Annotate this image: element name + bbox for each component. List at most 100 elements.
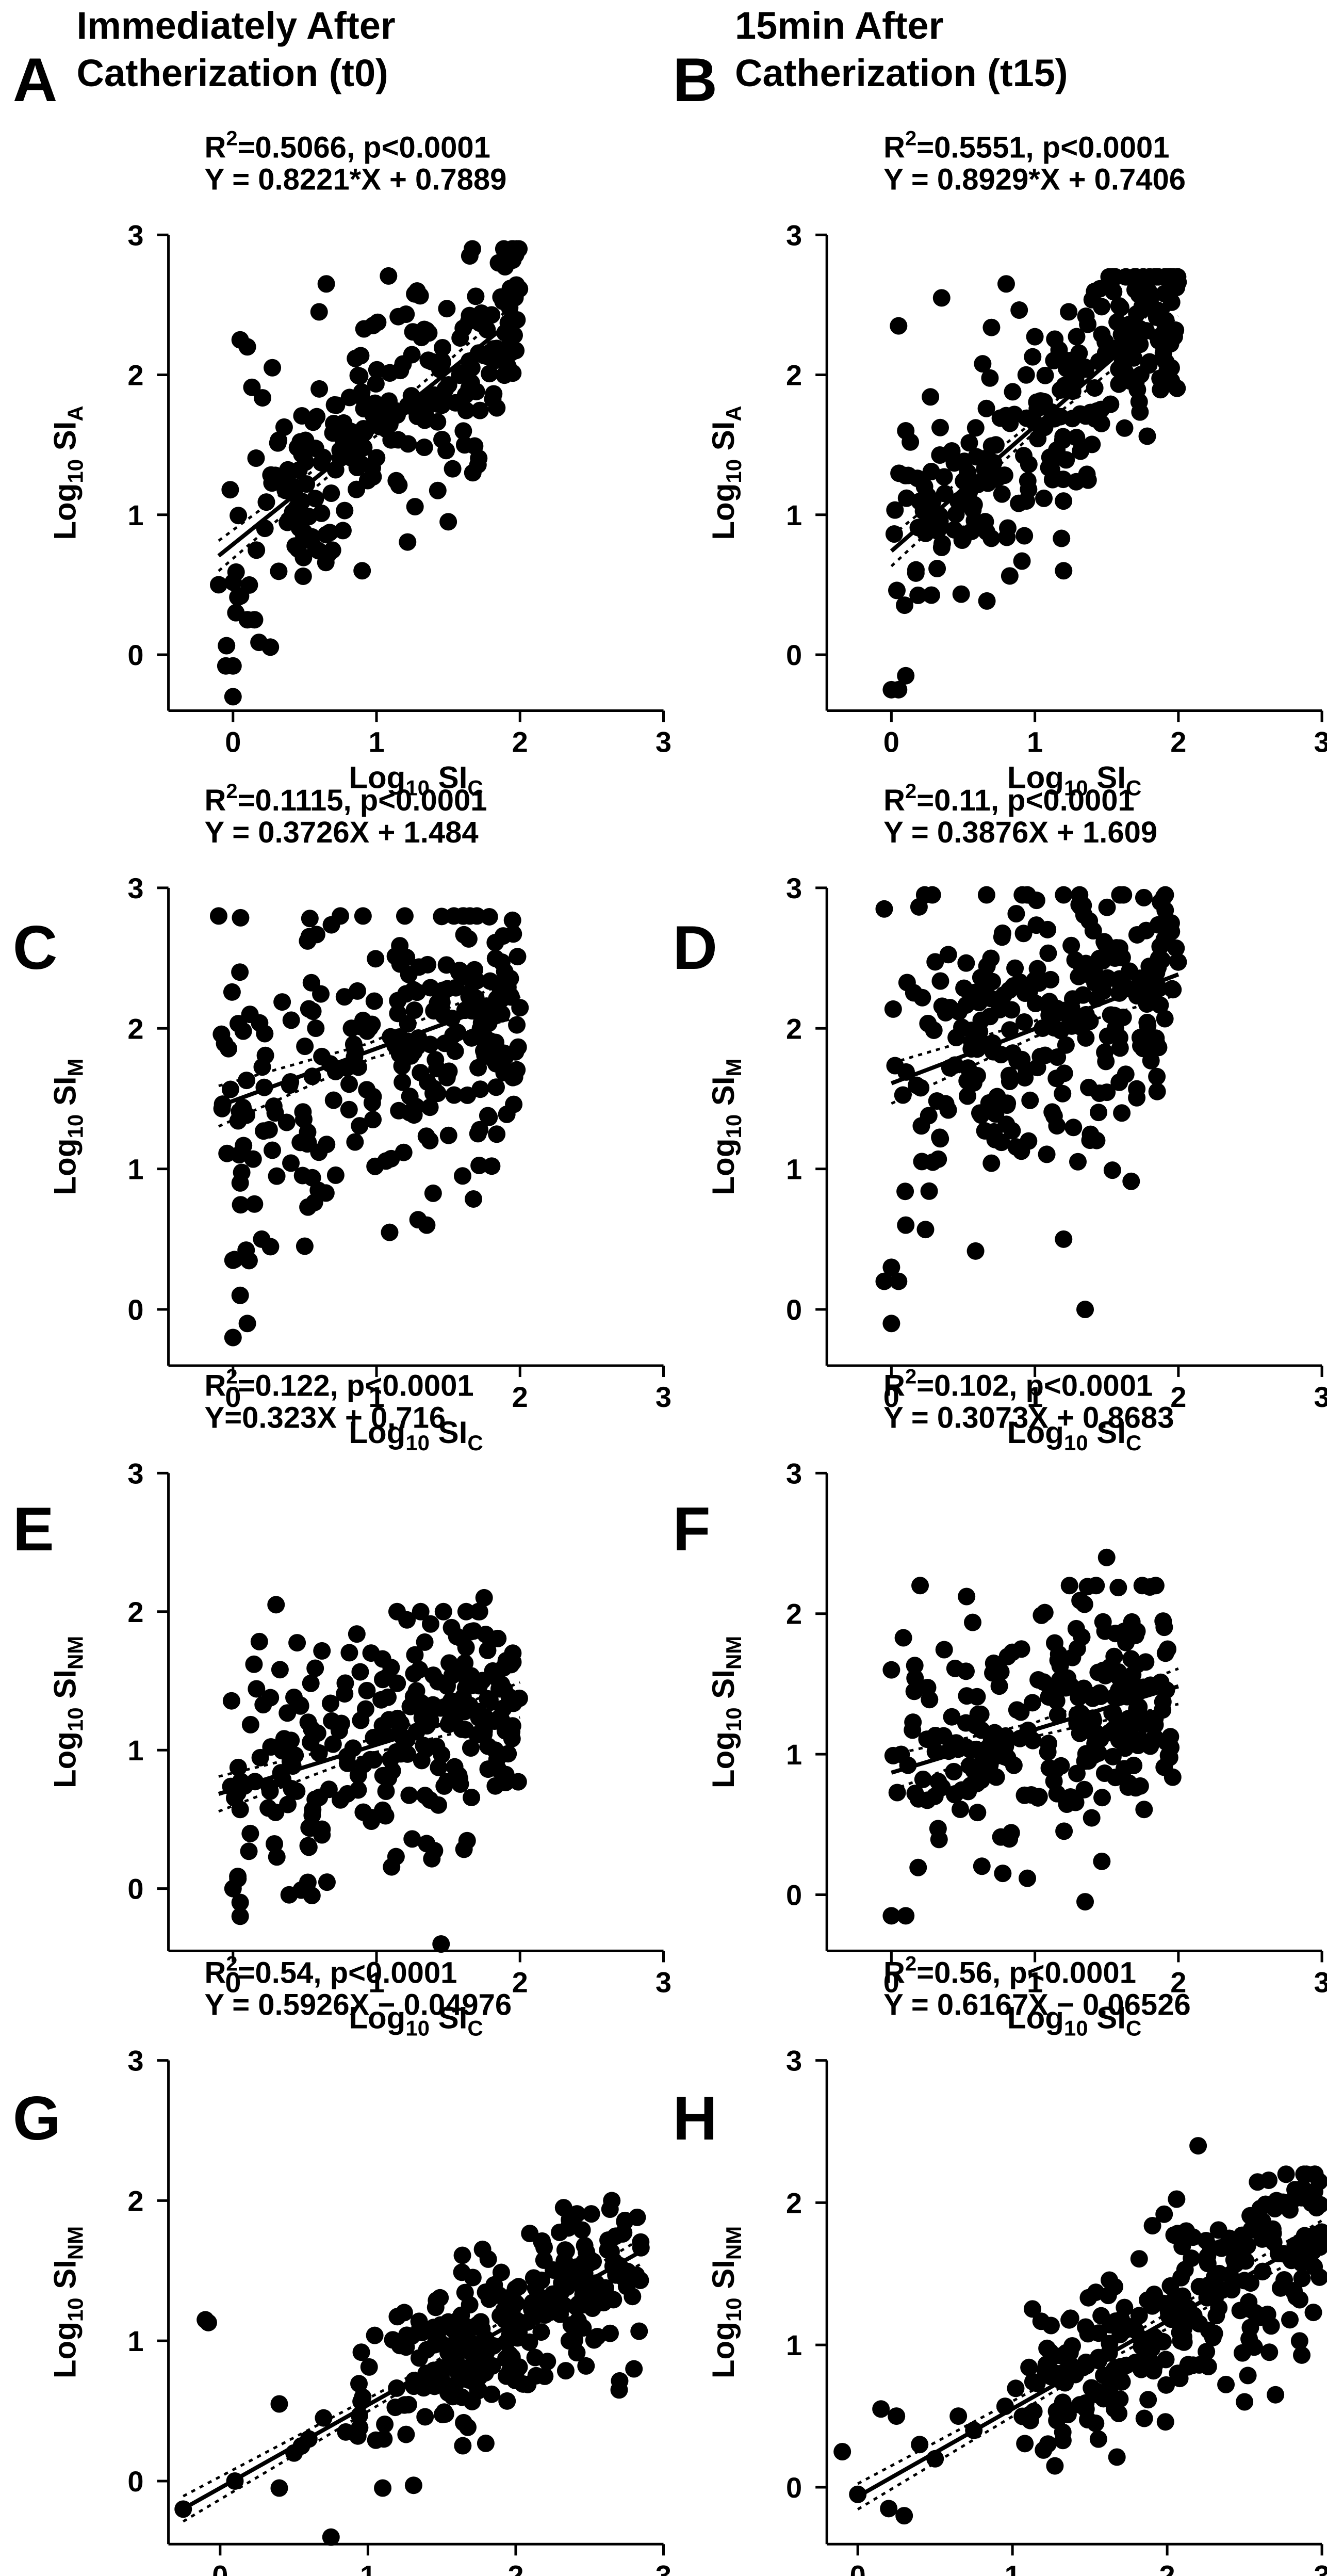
data-point: [468, 1726, 486, 1744]
axis-label-part: Log: [349, 1415, 405, 1450]
ci-lower-band: [182, 2262, 642, 2523]
data-point: [223, 983, 241, 1001]
data-point: [974, 355, 992, 373]
r-squared-stat: R2=0.56, p<0.0001: [883, 1953, 1136, 1990]
data-point: [1091, 1684, 1109, 1702]
data-point: [321, 1694, 339, 1712]
y-tick-label: 0: [786, 1878, 802, 1911]
data-point: [433, 1746, 451, 1764]
data-point: [1008, 1051, 1026, 1070]
data-point: [1090, 949, 1108, 967]
data-point: [922, 586, 940, 604]
data-point: [599, 2241, 617, 2259]
data-point: [266, 1835, 284, 1853]
data-point: [932, 289, 951, 307]
data-point: [503, 911, 521, 929]
data-point: [1102, 395, 1120, 413]
data-point: [468, 907, 486, 925]
data-point: [1281, 2311, 1299, 2329]
column-title-line: Catherization (t0): [76, 52, 388, 94]
data-point: [1287, 2288, 1305, 2306]
data-point: [1135, 2409, 1153, 2427]
regression-line: [217, 312, 521, 558]
data-point: [1087, 2382, 1105, 2400]
data-point: [224, 1328, 242, 1347]
data-point: [1090, 1104, 1108, 1122]
data-point: [588, 2327, 607, 2345]
data-point: [1293, 2346, 1311, 2364]
data-point: [1086, 379, 1104, 397]
data-point: [504, 1068, 522, 1087]
data-point: [393, 1057, 411, 1075]
data-point: [399, 533, 417, 551]
axis-label-part: SI: [430, 1415, 467, 1450]
data-point: [1016, 2435, 1034, 2453]
x-axis-label: Log10 SIC: [349, 760, 483, 800]
data-point: [1006, 959, 1024, 977]
data-point: [1055, 886, 1073, 904]
data-point: [374, 2479, 392, 2497]
data-point: [396, 907, 414, 925]
data-point: [257, 493, 275, 511]
data-point: [995, 986, 1013, 1004]
y-tick-label: 1: [127, 1153, 143, 1186]
axis-label-part: 10: [63, 2297, 88, 2322]
data-point: [304, 413, 322, 431]
data-point: [1040, 993, 1058, 1011]
data-point: [439, 376, 457, 394]
data-point: [221, 1080, 239, 1098]
data-point: [1088, 1131, 1106, 1149]
data-point: [403, 346, 421, 364]
data-point: [433, 396, 451, 414]
data-point: [424, 1184, 442, 1202]
data-point: [462, 374, 480, 392]
data-point: [483, 2357, 501, 2375]
y-axis-label: Log10 SINM: [48, 2226, 88, 2378]
data-point: [270, 2395, 288, 2413]
data-point: [433, 430, 451, 448]
data-point: [895, 596, 913, 614]
data-point: [322, 2528, 340, 2546]
data-point: [245, 1195, 264, 1213]
data-point: [438, 1677, 456, 1695]
data-point: [1239, 2367, 1257, 2385]
data-point: [1054, 431, 1072, 449]
data-point: [413, 1752, 431, 1770]
data-point: [429, 1796, 447, 1814]
x-tick-label: 2: [1159, 2559, 1175, 2576]
data-point: [532, 2323, 550, 2341]
x-axis-label: Log10 SIC: [349, 1415, 483, 1455]
data-point: [1159, 1746, 1177, 1764]
data-point: [253, 1230, 271, 1248]
data-point: [1290, 2332, 1308, 2350]
data-point: [1277, 2165, 1295, 2183]
data-point: [1014, 925, 1033, 943]
data-point: [1172, 2269, 1190, 2287]
data-point: [453, 966, 471, 984]
data-point: [361, 1018, 379, 1036]
data-point: [926, 953, 944, 971]
data-point: [1128, 926, 1146, 944]
r2-value: =0.5551, p<0.0001: [916, 131, 1169, 164]
data-point: [352, 2343, 370, 2361]
data-point: [351, 1117, 369, 1135]
y-tick-label: 2: [786, 1012, 802, 1045]
x-tick-label: 2: [1170, 1381, 1186, 1413]
data-point: [1134, 282, 1152, 300]
data-point: [628, 2208, 646, 2226]
data-point: [310, 1788, 329, 1806]
data-point: [340, 1644, 358, 1662]
data-point: [199, 2313, 217, 2331]
axis-label-part: 10: [63, 1707, 88, 1731]
x-tick-label: 0: [883, 726, 899, 758]
data-point: [428, 2291, 446, 2309]
data-point: [218, 637, 236, 655]
data-point: [969, 1804, 987, 1822]
data-point: [1116, 419, 1134, 437]
data-point: [1139, 2291, 1157, 2309]
data-point: [965, 983, 984, 1001]
data-point: [1055, 1822, 1073, 1840]
data-point: [1015, 527, 1034, 545]
data-point: [1075, 906, 1093, 924]
data-point: [346, 1133, 364, 1151]
